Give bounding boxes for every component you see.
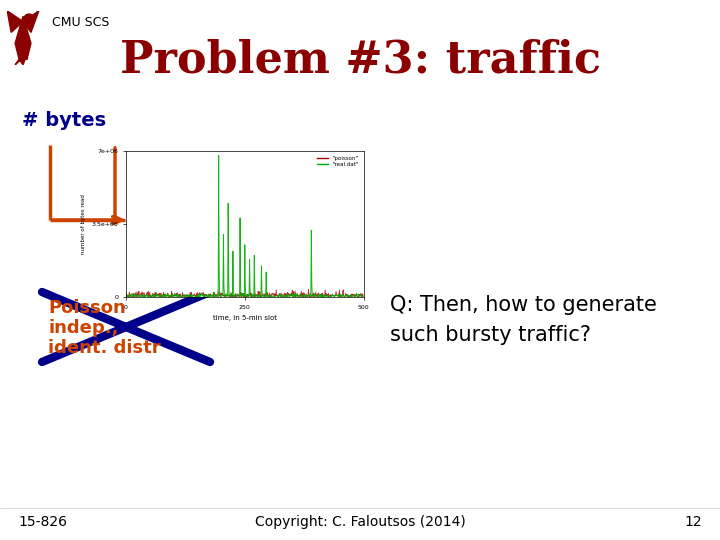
Text: Q: Then, how to generate
such bursty traffic?: Q: Then, how to generate such bursty tra… [390,295,657,345]
Text: 12: 12 [685,515,702,529]
Polygon shape [7,11,23,32]
Text: time: time [246,248,294,267]
Text: 15-826: 15-826 [18,515,67,529]
Text: ident. distr: ident. distr [48,339,161,357]
Text: indep.,: indep., [48,319,119,337]
Polygon shape [23,11,39,32]
Text: Problem #3: traffic: Problem #3: traffic [120,38,600,82]
Legend: "poisson", "real.dat": "poisson", "real.dat" [315,154,361,170]
Y-axis label: number of bytes read: number of bytes read [81,194,86,254]
Text: Poisson: Poisson [48,299,126,317]
X-axis label: time, in 5-min slot: time, in 5-min slot [213,315,276,321]
Text: Copyright: C. Faloutsos (2014): Copyright: C. Faloutsos (2014) [255,515,465,529]
Polygon shape [15,16,31,59]
Ellipse shape [24,14,34,24]
Text: CMU SCS: CMU SCS [52,16,109,29]
Polygon shape [15,54,27,65]
Text: # bytes: # bytes [22,111,106,130]
